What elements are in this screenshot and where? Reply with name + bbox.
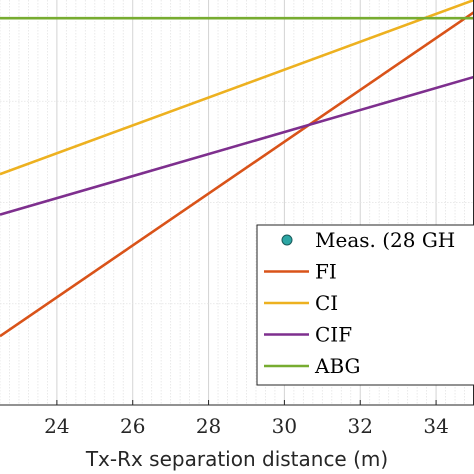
legend-label: CIF [315, 323, 352, 347]
legend-label: CI [315, 291, 338, 315]
x-tick-label: 28 [196, 414, 221, 438]
legend-box [256, 224, 474, 386]
x-tick-label: 30 [272, 414, 297, 438]
x-ticks: 24 26 28 30 32 34 [44, 400, 449, 438]
x-axis-label: Tx-Rx separation distance (m) [85, 447, 388, 471]
x-tick-label: 26 [120, 414, 145, 438]
series-lines [0, 0, 474, 338]
legend-label: FI [315, 260, 337, 284]
legend-label: ABG [314, 354, 361, 378]
legend-marker-meas [281, 234, 293, 246]
series-line-fi [0, 11, 474, 338]
legend: Meas. (28 GH FI CI CIF ABG [256, 224, 474, 386]
legend-label: Meas. (28 GH [315, 228, 455, 252]
series-line-ci [0, 0, 474, 176]
x-tick-label: 24 [44, 414, 69, 438]
x-tick-label: 32 [348, 414, 373, 438]
x-tick-label: 34 [423, 414, 448, 438]
series-line-cif [0, 75, 474, 216]
